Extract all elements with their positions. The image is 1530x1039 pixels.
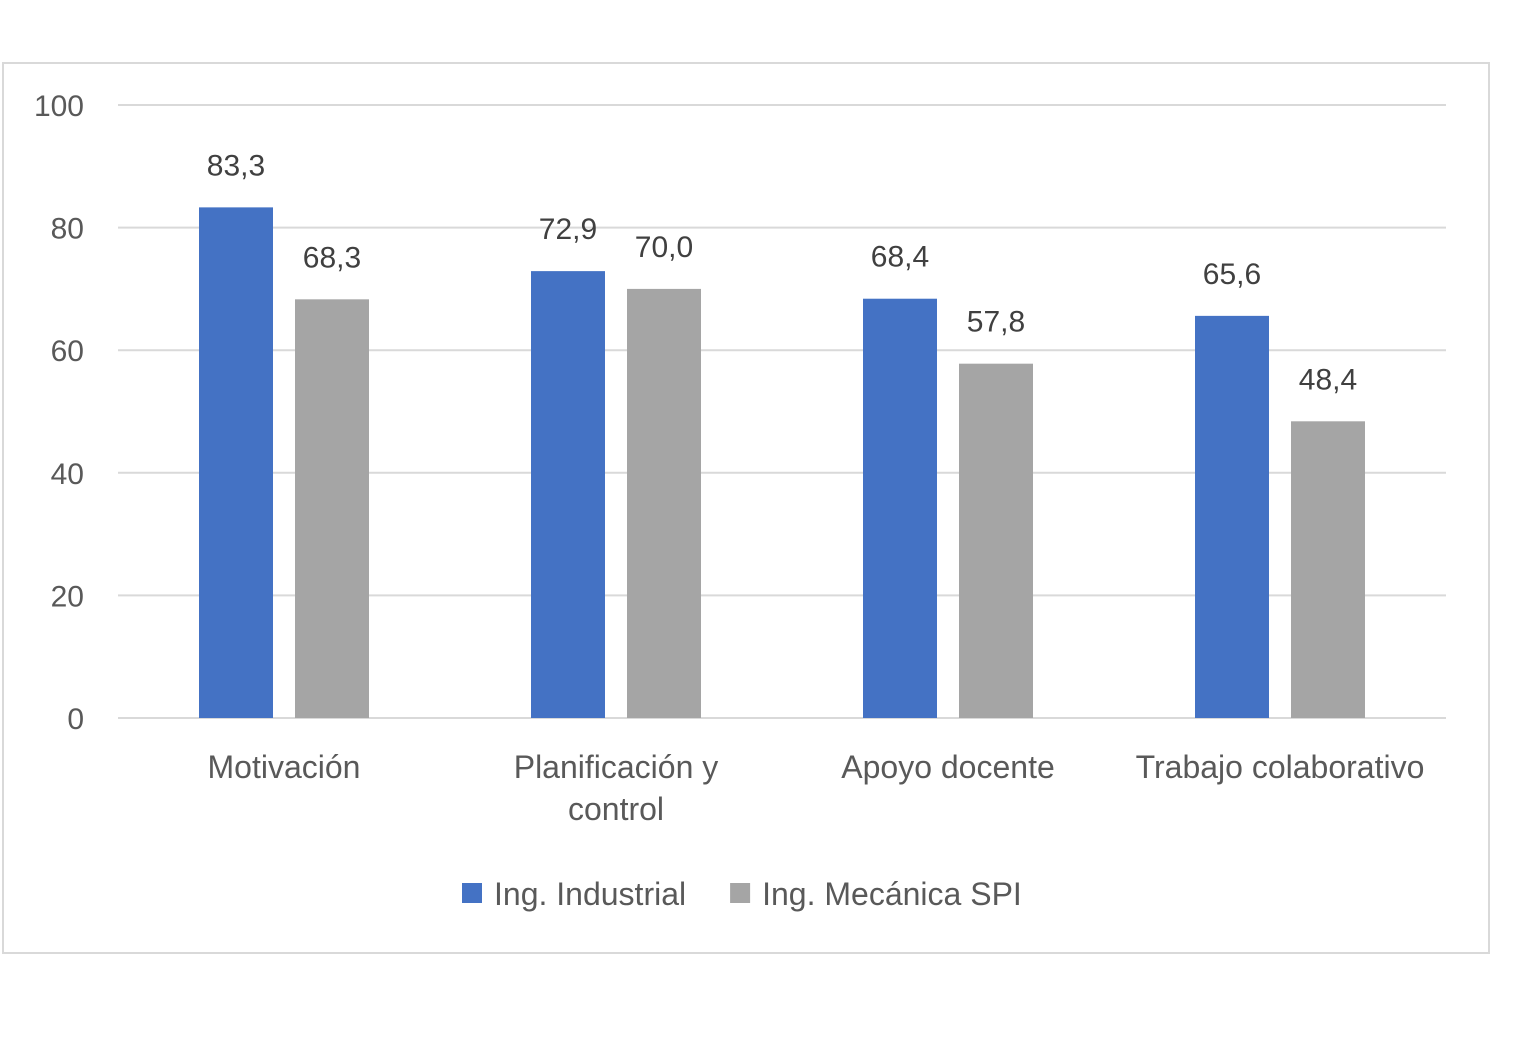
legend-swatch: [462, 883, 482, 903]
data-label: 65,6: [1203, 258, 1261, 291]
data-label: 72,9: [539, 213, 597, 246]
x-category-label: Motivación: [208, 749, 361, 785]
data-label: 70,0: [635, 231, 693, 264]
data-label: 48,4: [1299, 363, 1357, 396]
bar[interactable]: [863, 298, 937, 718]
bar[interactable]: [1291, 421, 1365, 718]
y-tick-label: 100: [34, 90, 84, 123]
bar[interactable]: [295, 299, 369, 718]
x-category-label: Trabajo colaborativo: [1136, 749, 1425, 785]
y-tick-label: 60: [51, 335, 84, 368]
y-tick-label: 20: [51, 580, 84, 613]
legend-swatch: [730, 883, 751, 903]
x-category-label: Apoyo docente: [841, 749, 1055, 785]
data-label: 83,3: [207, 149, 265, 182]
data-label: 68,3: [303, 241, 361, 274]
legend-label: Ing. Mecánica SPI: [762, 876, 1022, 912]
legend-label: Ing. Industrial: [494, 876, 686, 912]
data-label: 68,4: [871, 241, 929, 274]
bar[interactable]: [199, 207, 273, 718]
x-category-label: Planificación y: [514, 749, 719, 785]
y-tick-label: 80: [51, 213, 84, 246]
bar[interactable]: [1195, 315, 1269, 718]
x-category-label: control: [568, 791, 664, 827]
data-label: 57,8: [967, 306, 1025, 339]
bar[interactable]: [959, 363, 1033, 718]
bar[interactable]: [627, 288, 701, 718]
y-tick-label: 0: [67, 703, 84, 736]
bar[interactable]: [531, 271, 605, 718]
y-tick-label: 40: [51, 458, 84, 491]
